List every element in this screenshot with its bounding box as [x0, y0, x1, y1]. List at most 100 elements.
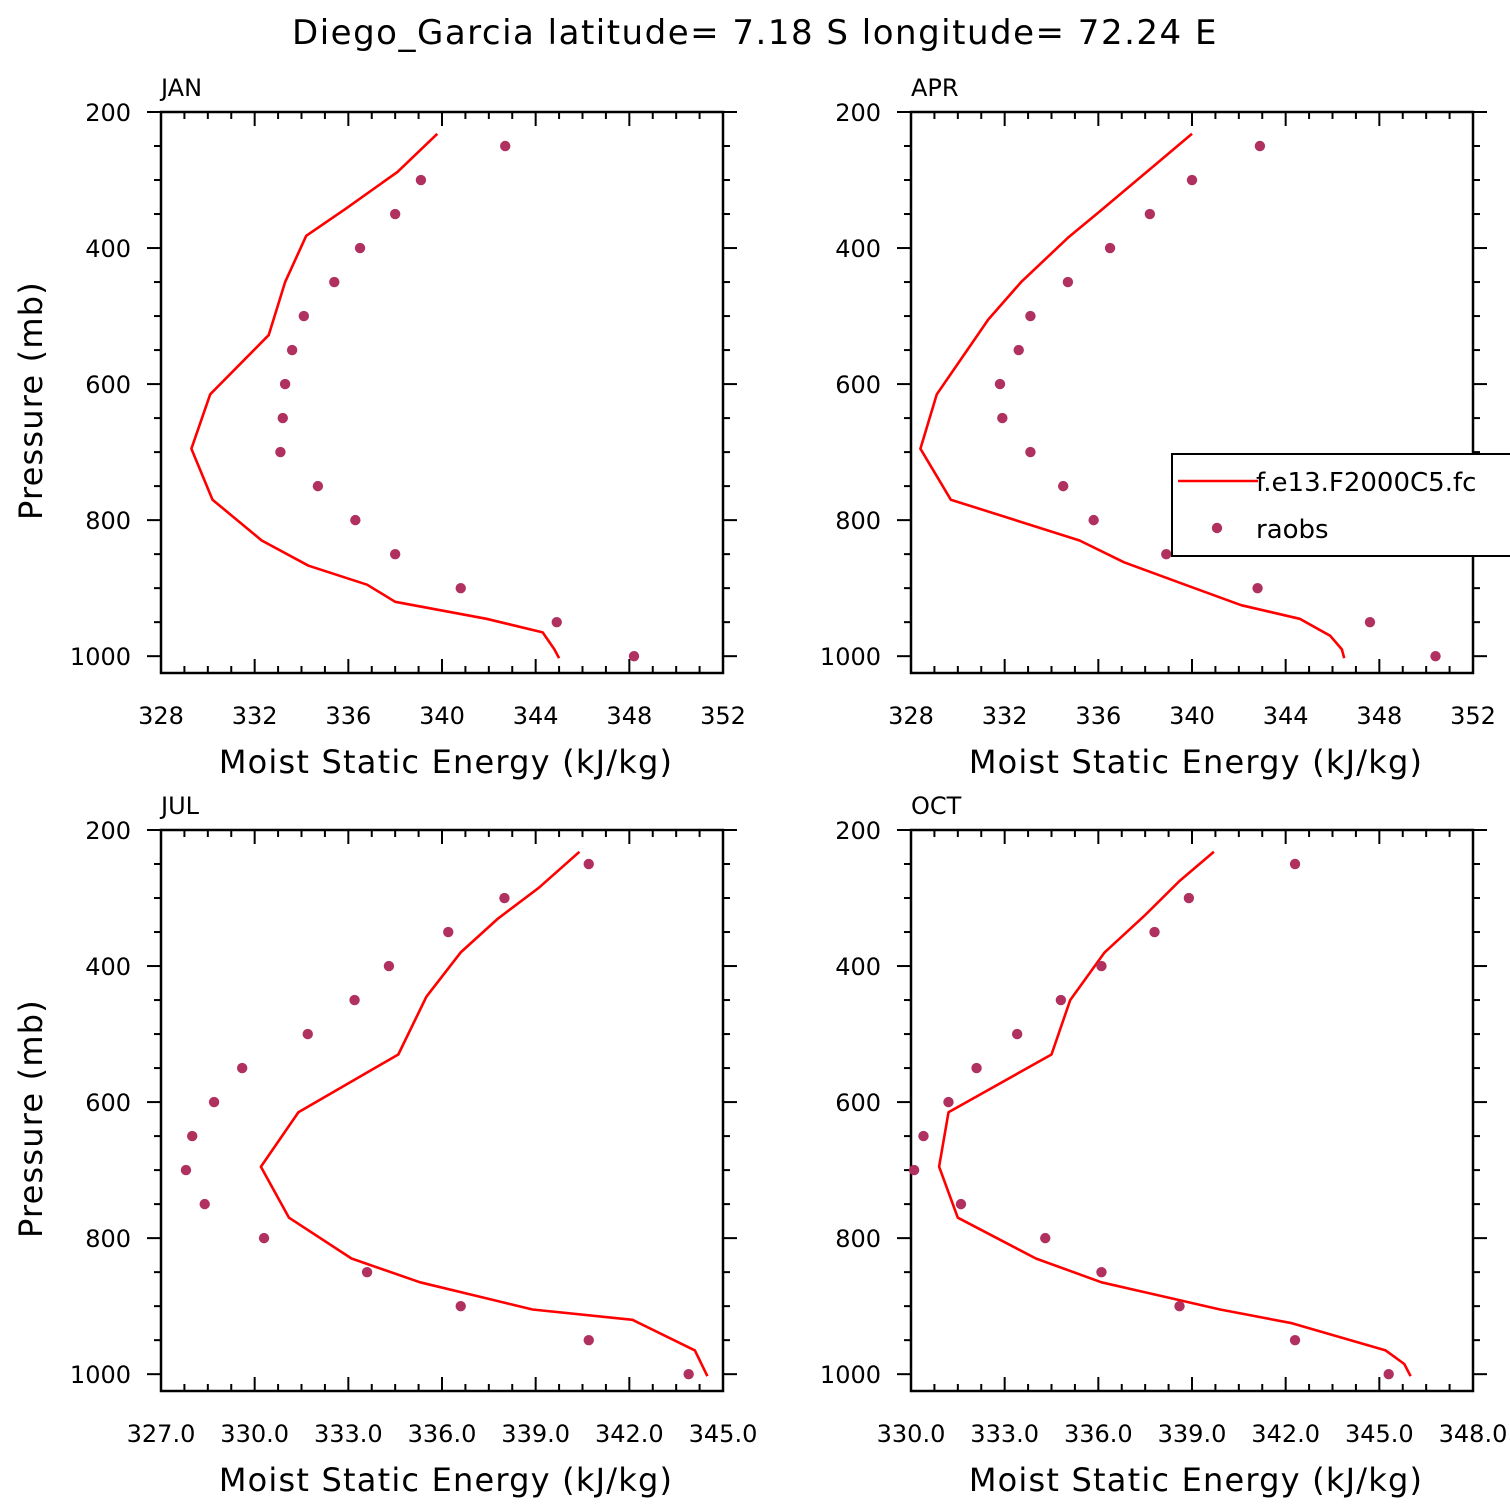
panel-label: APR — [911, 74, 959, 102]
x-tick-label: 330.0 — [220, 1420, 289, 1448]
y-tick-label: 800 — [85, 507, 131, 535]
x-axis-title: Moist Static Energy (kJ/kg) — [219, 743, 673, 781]
panel-jul: 327.0 330.0 333.0 336.0 339.0 342.0 345.0 200 40… — [12, 792, 757, 1499]
raobs-point — [500, 140, 511, 152]
x-tick-label: 348 — [1356, 702, 1402, 730]
y-axis-title: Pressure (mb) — [12, 281, 50, 520]
raobs-point — [389, 208, 401, 220]
panel-label: OCT — [911, 792, 962, 820]
y-tick-label: 200 — [835, 99, 881, 127]
x-tick-label: 345.0 — [1345, 1420, 1414, 1448]
model-profile-line — [919, 132, 1346, 659]
model-profile-line — [259, 850, 709, 1377]
y-tick-label: 400 — [85, 953, 131, 981]
raobs-point — [1289, 1334, 1301, 1346]
raobs-point — [1040, 1232, 1051, 1244]
y-tick-label: 800 — [85, 1225, 131, 1253]
y-tick-label: 200 — [835, 817, 881, 845]
raobs-point — [1430, 650, 1441, 662]
x-tick-label: 352 — [1450, 702, 1496, 730]
legend-model-label: f.e13.F2000C5.fc — [1256, 468, 1476, 498]
raobs-point — [236, 1062, 248, 1074]
y-tick-label: 1000 — [820, 1361, 881, 1389]
raobs-point — [1254, 140, 1266, 152]
y-tick-label: 800 — [835, 507, 881, 535]
raobs-point — [349, 994, 360, 1006]
raobs-point — [1088, 514, 1099, 526]
x-tick-label: 352 — [700, 702, 746, 730]
panels: 328 332 336 340 344 348 352 200 400 600 800 1000 JAN… — [12, 74, 1507, 1499]
raobs-point — [187, 1130, 198, 1142]
raobs-point — [361, 1266, 373, 1278]
figure-title: Diego_Garcia latitude= 7.18 S longitude=… — [292, 13, 1218, 53]
x-tick-label: 336.0 — [1064, 1420, 1133, 1448]
x-axis-title: Moist Static Energy (kJ/kg) — [969, 743, 1423, 781]
x-tick-label: 339.0 — [1158, 1420, 1227, 1448]
x-tick-label: 348.0 — [1439, 1420, 1508, 1448]
panel-oct: 330.0 333.0 336.0 339.0 342.0 345.0 348.0 200 40… — [820, 792, 1507, 1499]
raobs-point — [199, 1198, 210, 1210]
x-tick-label: 345.0 — [689, 1420, 758, 1448]
raobs-point — [499, 892, 510, 904]
legend-obs-label: raobs — [1256, 515, 1329, 545]
raobs-point — [1144, 208, 1156, 220]
panel-apr: 328 332 336 340 344 348 352 200 400 600 800 1000 APR… — [820, 74, 1496, 781]
raobs-point — [551, 616, 562, 628]
x-tick-label: 328 — [888, 702, 934, 730]
model-profile-line — [937, 850, 1412, 1377]
panel-jan: 328 332 336 340 344 348 352 200 400 600 800 1000 JAN… — [12, 74, 746, 781]
x-tick-label: 336 — [325, 702, 371, 730]
x-tick-label: 336.0 — [408, 1420, 477, 1448]
raobs-point — [354, 242, 366, 254]
raobs-point — [455, 1300, 466, 1312]
x-tick-label: 348 — [606, 702, 652, 730]
raobs-point — [994, 378, 1006, 390]
raobs-point — [258, 1232, 270, 1244]
raobs-point — [1174, 1300, 1185, 1312]
plot-frame — [909, 828, 1475, 1393]
y-tick-label: 200 — [85, 817, 131, 845]
legend: f.e13.F2000C5.fc raobs — [1171, 453, 1510, 557]
x-tick-label: 340 — [419, 702, 465, 730]
y-tick-label: 600 — [85, 371, 131, 399]
y-tick-label: 400 — [835, 235, 881, 263]
raobs-point — [1161, 548, 1172, 560]
raobs-point — [1186, 174, 1198, 186]
raobs-point — [383, 960, 395, 972]
raobs-point — [583, 858, 594, 870]
x-tick-label: 330.0 — [877, 1420, 946, 1448]
raobs-point — [415, 174, 427, 186]
x-tick-label: 342.0 — [595, 1420, 664, 1448]
y-tick-label: 400 — [835, 953, 881, 981]
raobs-point — [180, 1164, 192, 1176]
x-tick-label: 333.0 — [314, 1420, 383, 1448]
raobs-point — [389, 548, 401, 560]
raobs-point — [1149, 926, 1160, 938]
raobs-point — [971, 1062, 982, 1074]
x-tick-label: 336 — [1075, 702, 1121, 730]
y-tick-label: 600 — [85, 1089, 131, 1117]
plot-frame — [159, 828, 725, 1393]
y-tick-label: 1000 — [820, 643, 881, 671]
y-tick-label: 1000 — [70, 1361, 131, 1389]
raobs-point — [1062, 276, 1074, 288]
legend-box — [1171, 453, 1510, 557]
raobs-point — [1383, 1368, 1394, 1380]
model-profile-line — [190, 132, 561, 659]
plot-frame — [909, 110, 1475, 675]
raobs-point — [329, 276, 340, 288]
plot-frame — [159, 110, 725, 675]
raobs-point — [1013, 344, 1024, 356]
raobs-point — [1058, 480, 1069, 492]
y-tick-label: 800 — [835, 1225, 881, 1253]
x-tick-label: 344 — [1263, 702, 1309, 730]
raobs-point — [918, 1130, 929, 1142]
raobs-point — [1104, 242, 1116, 254]
raobs-point — [1289, 858, 1301, 870]
panel-label: JUL — [159, 792, 200, 820]
raobs-point — [350, 514, 361, 526]
x-tick-label: 340 — [1169, 702, 1215, 730]
panel-label: JAN — [159, 74, 202, 102]
raobs-point — [275, 446, 286, 458]
